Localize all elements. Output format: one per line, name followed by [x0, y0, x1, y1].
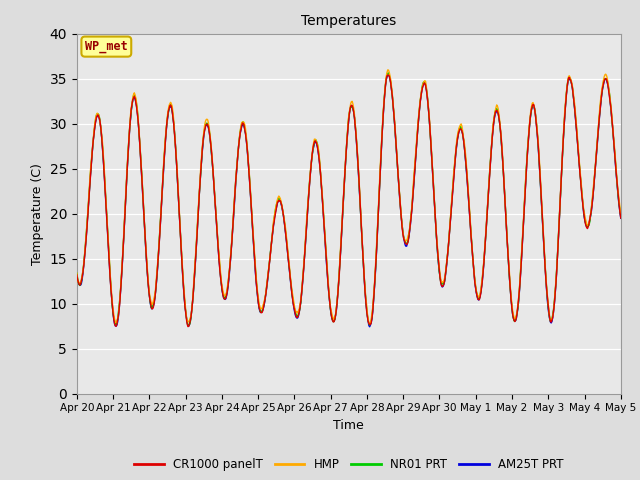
Y-axis label: Temperature (C): Temperature (C): [31, 163, 44, 264]
Title: Temperatures: Temperatures: [301, 14, 396, 28]
Legend: CR1000 panelT, HMP, NR01 PRT, AM25T PRT: CR1000 panelT, HMP, NR01 PRT, AM25T PRT: [129, 454, 568, 476]
Text: WP_met: WP_met: [85, 40, 128, 53]
X-axis label: Time: Time: [333, 419, 364, 432]
